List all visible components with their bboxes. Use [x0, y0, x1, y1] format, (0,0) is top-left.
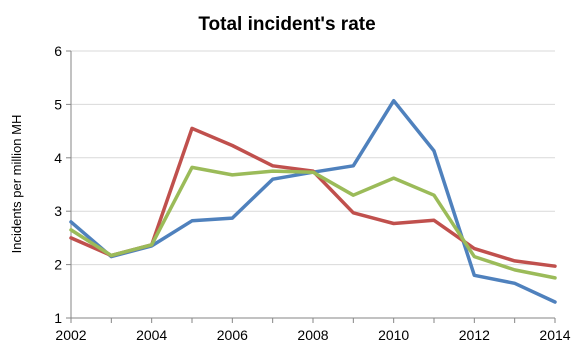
y-tick-label: 6: [54, 43, 62, 59]
series-line-3: [69, 165, 557, 280]
y-tick-label: 5: [54, 96, 62, 112]
y-tick-label: 4: [54, 150, 62, 166]
x-tick-label: 2006: [217, 327, 248, 343]
x-tick-label: 2002: [55, 327, 86, 343]
y-tick-label: 2: [54, 257, 62, 273]
axes: [66, 50, 556, 323]
x-tick-label: 2012: [459, 327, 490, 343]
y-axis-label: Incidents per million MH: [9, 115, 24, 254]
x-tick-label: 2014: [539, 327, 570, 343]
y-tick-label: 3: [54, 203, 62, 219]
gridlines: [71, 50, 555, 266]
y-tick-label: 1: [54, 310, 62, 326]
chart-title: Total incident's rate: [198, 14, 375, 35]
series-layer: [69, 98, 557, 304]
x-tick-label: 2010: [378, 327, 409, 343]
series-line-1: [69, 98, 557, 304]
x-tick-label: 2004: [136, 327, 167, 343]
x-tick-label: 2008: [297, 327, 328, 343]
tick-labels: 1 2 3 4 5 6 2002 2004 2006 2008 2010 2012 2014: [54, 43, 571, 343]
